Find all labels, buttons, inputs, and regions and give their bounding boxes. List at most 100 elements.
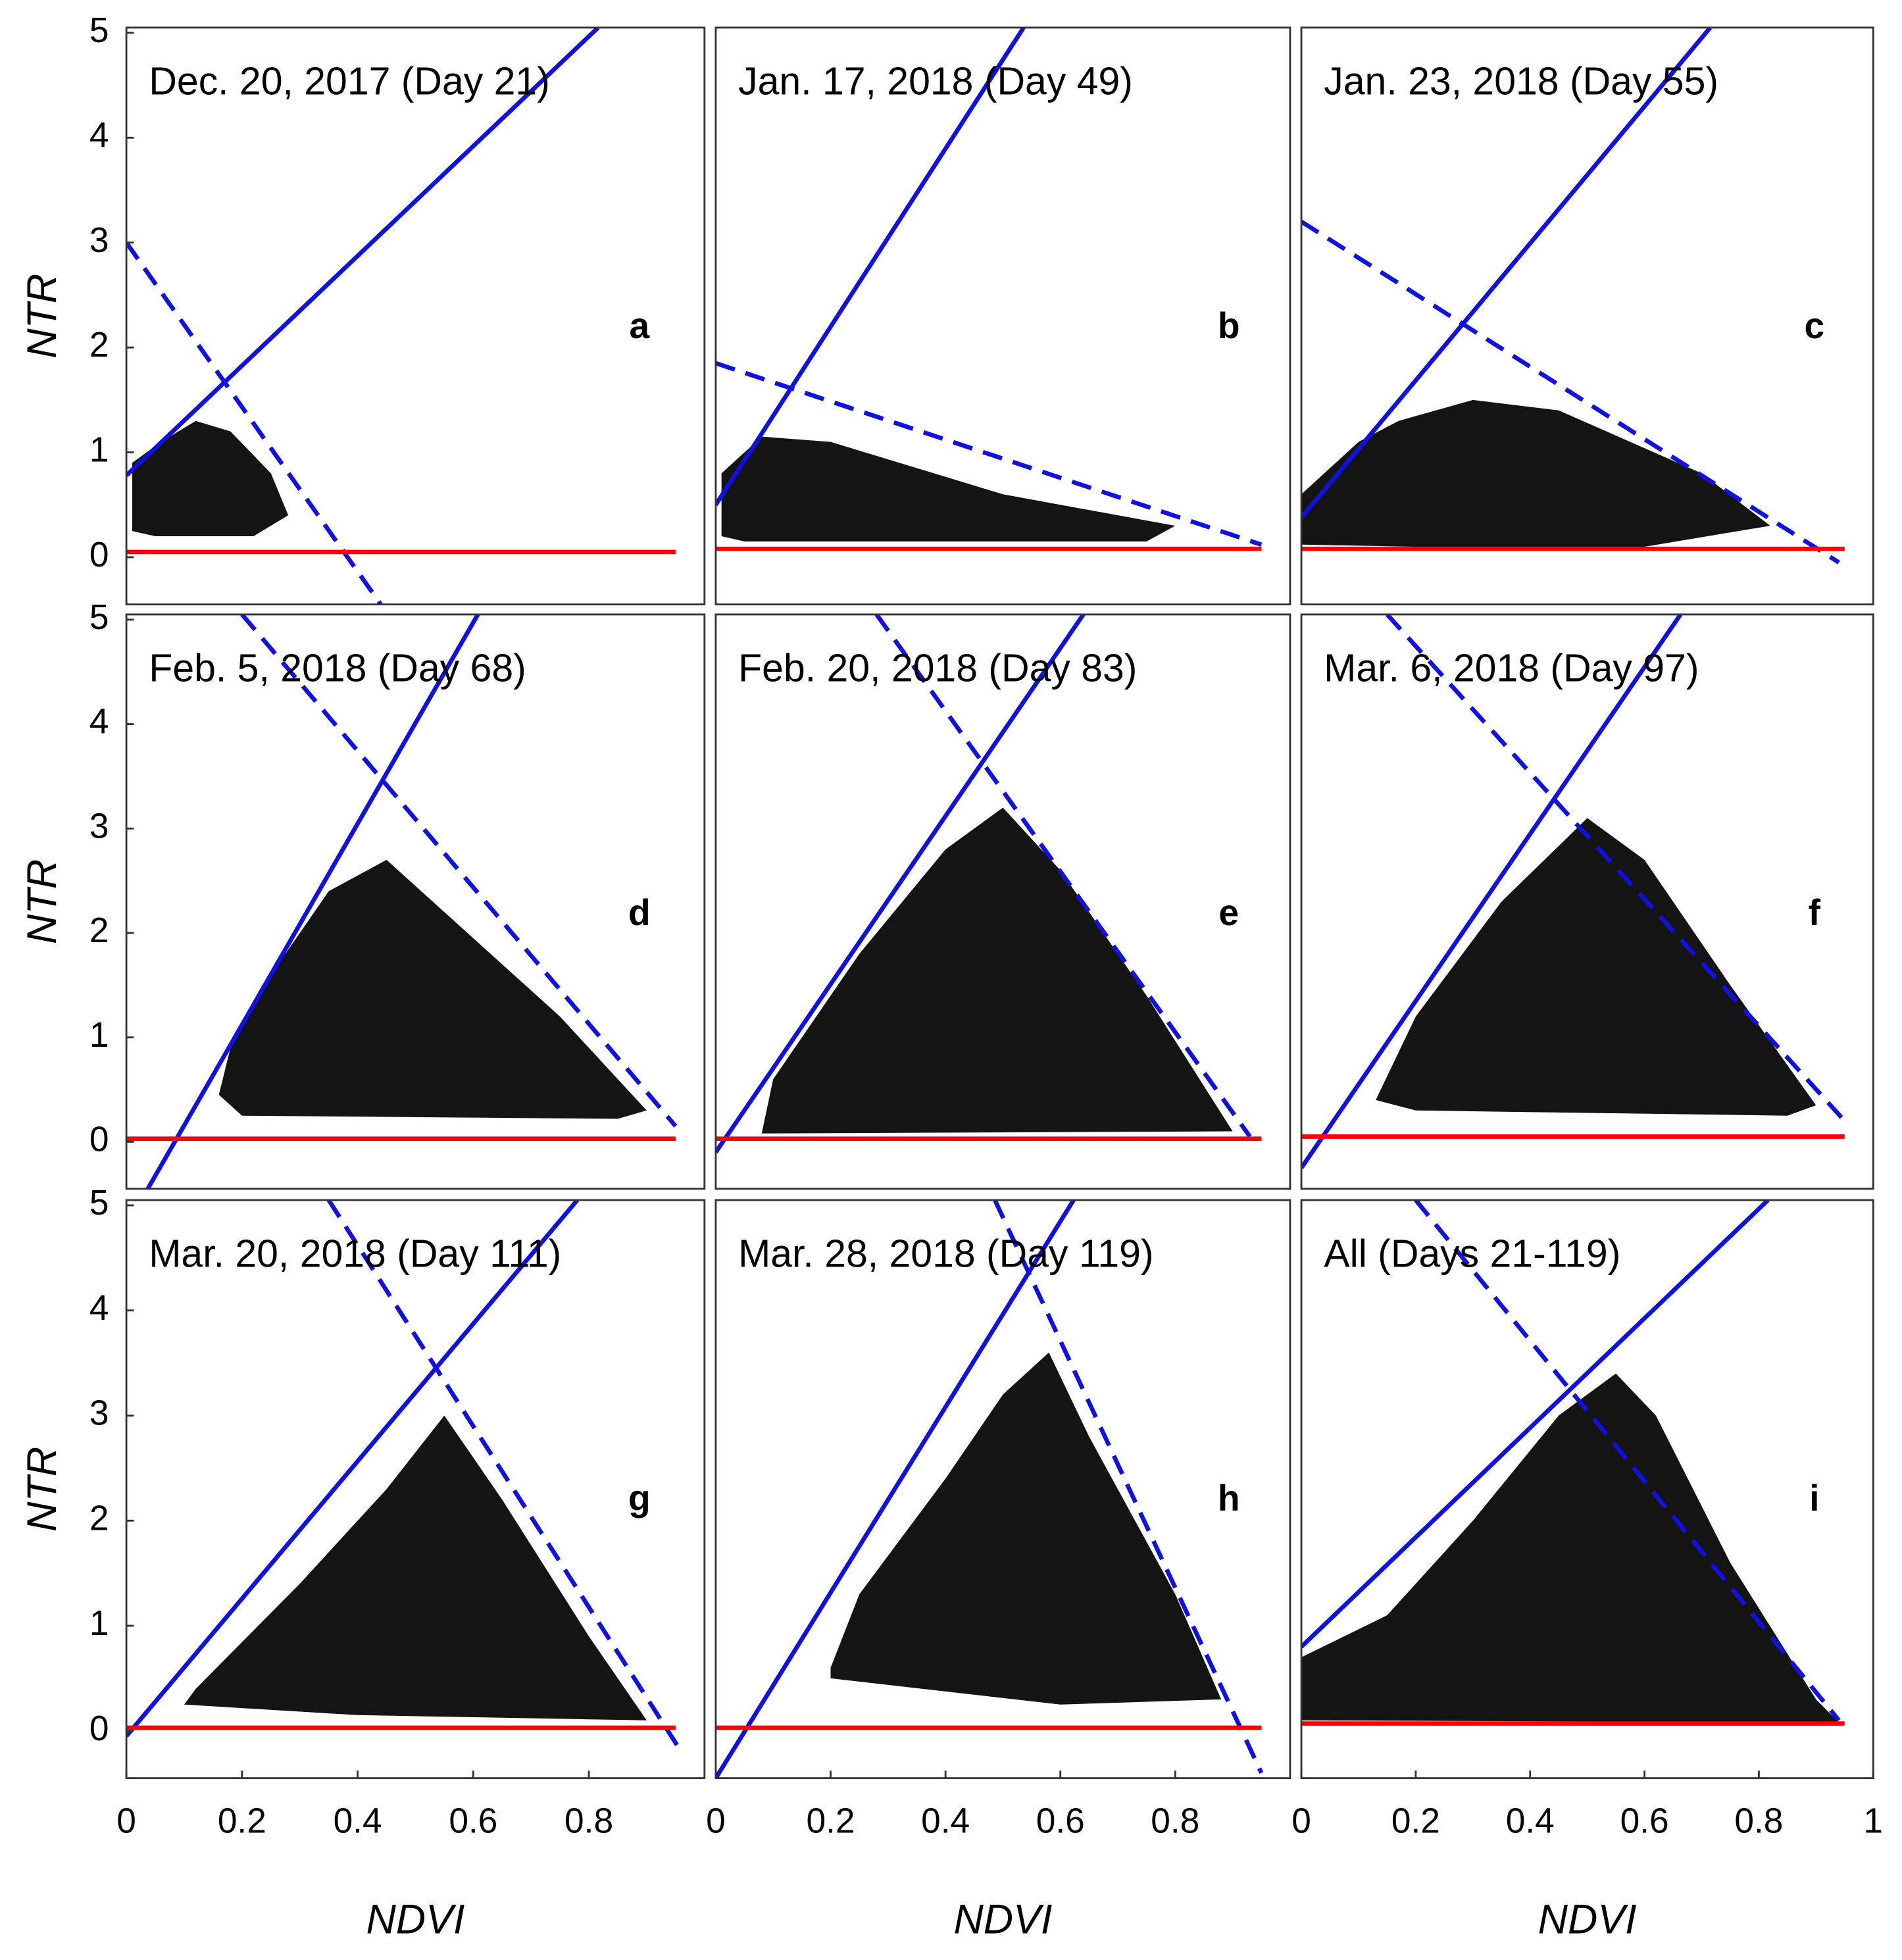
y-tick-label: 5 [89, 11, 109, 50]
fit-line [715, 361, 1263, 547]
panel [715, 27, 1263, 551]
x-tick-label: 0.2 [1391, 1801, 1440, 1840]
panel-title: Mar. 6, 2018 (Day 97) [1324, 646, 1699, 690]
point-cloud [184, 1415, 647, 1721]
fit-line [1301, 614, 1683, 1169]
x-axis-label: NDVI [366, 1896, 464, 1942]
point-cloud [1301, 399, 1770, 547]
x-tick-label: 0.8 [1734, 1801, 1783, 1840]
panel-title: Mar. 20, 2018 (Day 111) [149, 1232, 561, 1275]
panel [126, 614, 678, 1189]
y-tick-label: 5 [89, 598, 109, 637]
panel [126, 1199, 684, 1753]
panel-frame [1300, 26, 1874, 606]
panel-letter: d [628, 892, 651, 933]
x-tick-label: 1 [1863, 1801, 1883, 1840]
panel-letter: f [1809, 892, 1821, 933]
point-cloud [721, 436, 1176, 542]
panel-title: Dec. 20, 2017 (Day 21) [149, 59, 550, 103]
y-tick-label: 3 [89, 1394, 109, 1433]
y-tick-label: 3 [89, 221, 109, 260]
y-tick-label: 3 [89, 807, 109, 845]
point-cloud [830, 1352, 1222, 1705]
y-axis-label: NTR [19, 274, 65, 359]
panel-letter: e [1218, 892, 1239, 933]
point-cloud [1301, 1373, 1839, 1722]
panel-frame [714, 613, 1291, 1190]
fit-line [240, 614, 678, 1128]
fit-line [715, 614, 1086, 1154]
panel [126, 27, 676, 605]
y-tick-label: 0 [89, 1120, 109, 1159]
x-tick-label: 0.4 [921, 1801, 970, 1840]
panel-title: Jan. 23, 2018 (Day 55) [1324, 59, 1718, 103]
panel-letter: b [1218, 305, 1240, 346]
x-tick-label: 0.6 [1036, 1801, 1085, 1840]
panel-letter: i [1809, 1478, 1819, 1519]
y-tick-label: 4 [89, 703, 109, 741]
y-tick-label: 1 [89, 431, 109, 470]
panel-title: All (Days 21-119) [1324, 1232, 1620, 1275]
x-tick-label: 0 [1291, 1801, 1311, 1840]
panel-frame [125, 1199, 706, 1780]
y-tick-label: 0 [89, 1709, 109, 1748]
x-tick-label: 0 [706, 1801, 726, 1840]
fit-line [145, 614, 480, 1189]
panel [715, 614, 1262, 1154]
y-tick-label: 2 [89, 326, 109, 364]
panel-letter: h [1218, 1478, 1240, 1519]
panel-title: Feb. 5, 2018 (Day 68) [149, 646, 526, 690]
panel-letter: c [1805, 305, 1825, 346]
x-tick-label: 0.8 [1151, 1801, 1199, 1840]
y-tick-label: 4 [89, 1289, 109, 1328]
x-tick-label: 0.4 [334, 1801, 382, 1840]
panel-frame [714, 26, 1291, 606]
fit-line [1301, 1199, 1770, 1649]
x-tick-label: 0.6 [449, 1801, 497, 1840]
y-tick-label: 0 [89, 536, 109, 574]
fit-line [1301, 220, 1840, 565]
panel-frame [125, 26, 706, 606]
panel-frame [1300, 1199, 1874, 1780]
fit-line [126, 1199, 580, 1738]
fit-line [715, 27, 1026, 507]
fit-line [874, 614, 1252, 1138]
fit-line [715, 1199, 1076, 1778]
x-tick-label: 0.2 [807, 1801, 855, 1840]
point-cloud [761, 807, 1233, 1134]
y-tick-label: 2 [89, 1499, 109, 1538]
fit-line [126, 27, 600, 478]
x-tick-label: 0.4 [1506, 1801, 1555, 1840]
y-tick-label: 4 [89, 116, 109, 155]
y-axis-label: NTR [19, 859, 65, 944]
x-tick-label: 0.2 [218, 1801, 266, 1840]
x-axis-label: NDVI [1538, 1896, 1637, 1942]
panel-letter: g [628, 1478, 651, 1519]
fit-line [1414, 1199, 1841, 1722]
panel-title: Mar. 28, 2018 (Day 119) [738, 1232, 1153, 1275]
fit-line [126, 241, 383, 605]
panel-title: Feb. 20, 2018 (Day 83) [738, 646, 1137, 690]
panel [1301, 614, 1847, 1169]
panel-frame [125, 613, 706, 1190]
point-cloud [1376, 818, 1816, 1116]
panel-frame [1300, 613, 1874, 1190]
panel-title: Jan. 17, 2018 (Day 49) [738, 59, 1133, 103]
y-tick-label: 5 [89, 1184, 109, 1222]
x-tick-label: 0.6 [1620, 1801, 1669, 1840]
point-cloud [132, 420, 289, 537]
fit-line [993, 1199, 1264, 1774]
y-tick-label: 1 [89, 1016, 109, 1055]
y-tick-label: 2 [89, 911, 109, 950]
fit-line [326, 1199, 684, 1753]
panel [1301, 1199, 1845, 1726]
point-cloud [218, 859, 647, 1119]
x-tick-label: 0.8 [564, 1801, 613, 1840]
x-axis-label: NDVI [953, 1896, 1052, 1942]
y-tick-label: 1 [89, 1604, 109, 1643]
panel [1301, 27, 1845, 565]
x-tick-label: 0 [116, 1801, 136, 1840]
y-axis-label: NTR [19, 1447, 65, 1532]
